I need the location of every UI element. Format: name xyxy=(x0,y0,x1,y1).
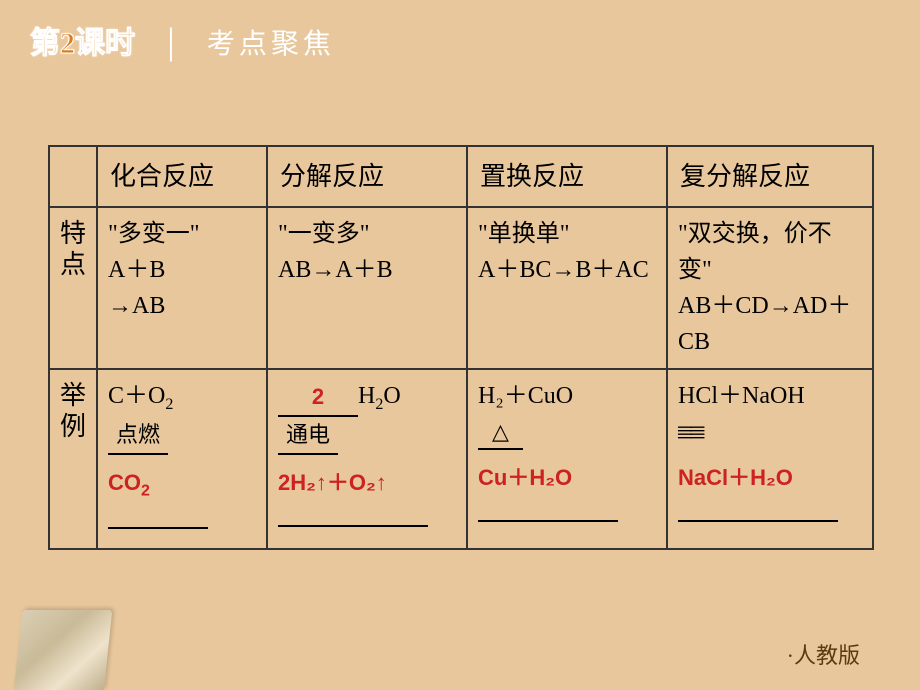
condition-displace: △ xyxy=(478,415,523,450)
example-displace: H₂＋CuO △ Cu＋H₂O xyxy=(467,369,667,549)
reaction-table: 化合反应 分解反应 置换反应 复分解反应 特点 "多变一" A＋B →AB "一… xyxy=(48,145,874,550)
publisher-footer: ·人教版 xyxy=(787,638,860,670)
table-header-row: 化合反应 分解反应 置换反应 复分解反应 xyxy=(49,146,873,207)
example-double: HCl＋NaOH ════ NaCl＋H₂O xyxy=(667,369,873,549)
feature-decompose: "一变多" AB→A＋B xyxy=(267,207,467,369)
corner-cell xyxy=(49,146,97,207)
col-header-double: 复分解反应 xyxy=(667,146,873,207)
feature-displace: "单换单" A＋BC→B＋AC xyxy=(467,207,667,369)
col-header-displace: 置换反应 xyxy=(467,146,667,207)
example-row: 举例 C＋O2 点燃 CO2 2 H2O 通电 2H₂↑＋O₂↑ H₂＋CuO … xyxy=(49,369,873,549)
condition-combine: 点燃 xyxy=(108,418,168,455)
answer-double: NaCl＋H₂O xyxy=(678,465,793,490)
example-decompose: 2 H2O 通电 2H₂↑＋O₂↑ xyxy=(267,369,467,549)
feature-double: "双交换，价不变" AB＋CD→AD＋CB xyxy=(667,207,873,369)
feature-combine: "多变一" A＋B →AB xyxy=(97,207,267,369)
header-divider: │ xyxy=(155,29,187,61)
col-header-combine: 化合反应 xyxy=(97,146,267,207)
row-label-example: 举例 xyxy=(49,369,97,549)
slide-header: 第2课时 │ 考点聚焦 xyxy=(30,18,335,62)
condition-decompose: 通电 xyxy=(278,418,338,455)
row-label-feature: 特点 xyxy=(49,207,97,369)
condition-double: ════ xyxy=(678,426,702,440)
example-combine: C＋O2 点燃 CO2 xyxy=(97,369,267,549)
answer-combine: CO2 xyxy=(108,470,150,495)
feature-row: 特点 "多变一" A＋B →AB "一变多" AB→A＋B "单换单" A＋BC… xyxy=(49,207,873,369)
answer-coef: 2 xyxy=(278,380,358,413)
answer-decompose: 2H₂↑＋O₂↑ xyxy=(278,470,387,495)
col-header-decompose: 分解反应 xyxy=(267,146,467,207)
paper-roll-decoration xyxy=(14,610,112,690)
answer-displace: Cu＋H₂O xyxy=(478,465,572,490)
reaction-table-container: 化合反应 分解反应 置换反应 复分解反应 特点 "多变一" A＋B →AB "一… xyxy=(48,145,872,550)
focus-title: 考点聚焦 xyxy=(207,22,335,62)
lesson-number: 第2课时 xyxy=(30,18,135,62)
